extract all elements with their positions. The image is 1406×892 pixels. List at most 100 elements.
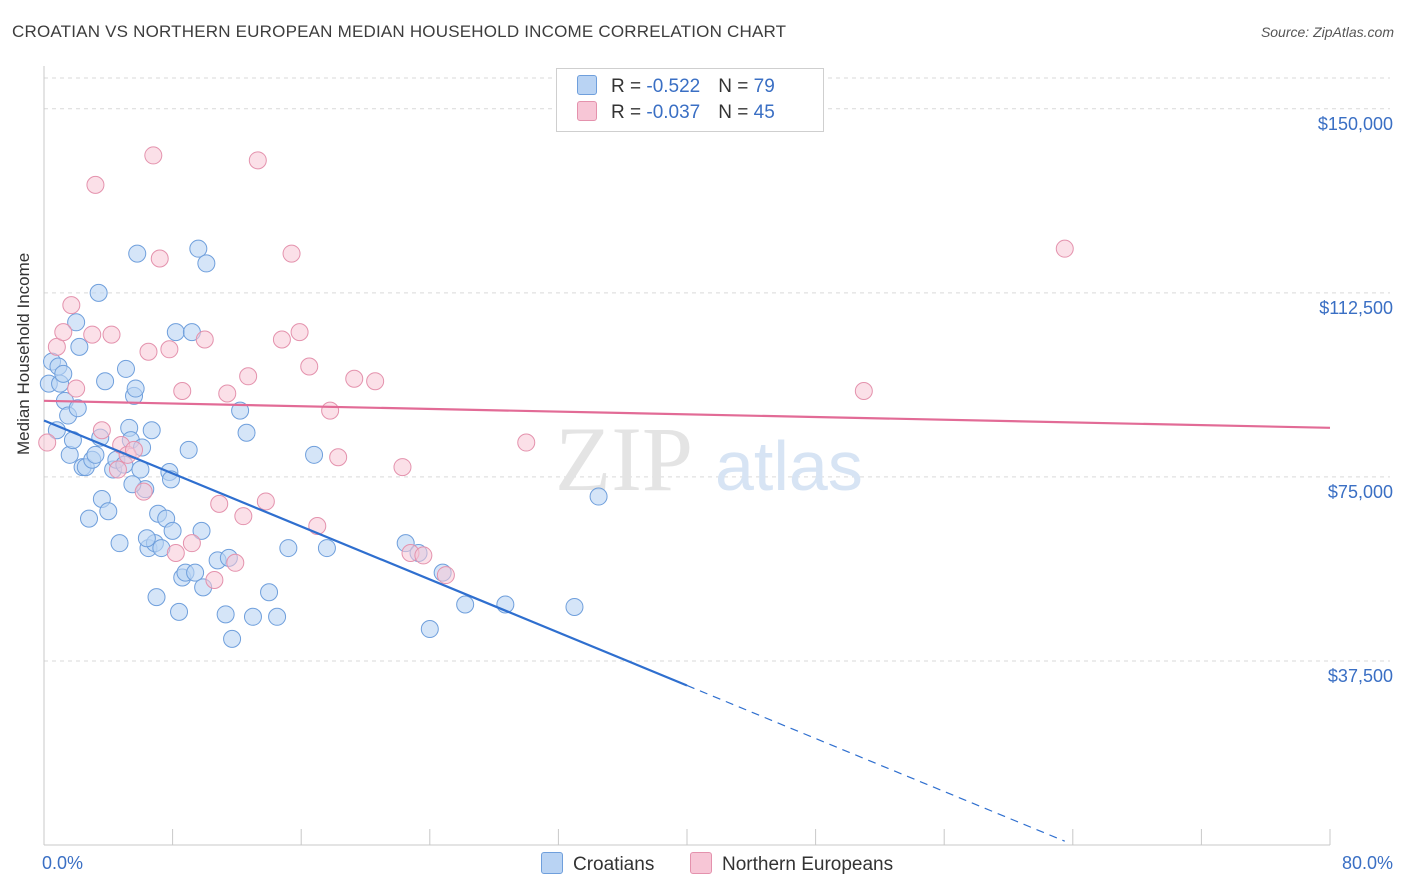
northern-europeans-point: [321, 401, 340, 420]
croatians-point: [147, 588, 166, 607]
watermark: ZIP atlas: [555, 408, 863, 510]
croatians-point: [186, 563, 205, 582]
croatians-point: [126, 379, 145, 398]
legend-r-value: -0.522: [646, 76, 701, 97]
y-axis-label: Median Household Income: [14, 252, 33, 455]
trend-lines: [43, 399, 1331, 842]
croatians-swatch: [541, 852, 563, 874]
northern-europeans-point: [62, 296, 81, 315]
northern-europeans-point: [366, 372, 385, 391]
y-tick-label: $37,500: [1328, 666, 1393, 686]
bottom-legend-northern[interactable]: Northern Europeans: [690, 852, 893, 876]
croatians-point: [89, 283, 108, 302]
croatians-point: [317, 539, 336, 558]
northern-europeans-point: [239, 367, 258, 386]
croatians-point: [86, 445, 105, 464]
northern-europeans-point: [517, 433, 536, 452]
croatians-point: [166, 323, 185, 342]
northern-europeans-point: [218, 384, 237, 403]
croatians-point: [110, 534, 129, 553]
croatians-point: [68, 399, 87, 418]
northern-europeans-trend-line: [43, 399, 1331, 429]
legend-n-value: 45: [753, 102, 775, 123]
legend-row-northern: R = -0.037 N = 45: [577, 101, 775, 127]
axes: [43, 66, 1331, 846]
northern-europeans-point: [414, 546, 433, 565]
croatians-point: [54, 364, 73, 383]
northern-europeans-point: [393, 458, 412, 477]
croatians-point: [96, 372, 115, 391]
legend-n-value: 79: [753, 76, 775, 97]
northern-europeans-point: [92, 421, 111, 440]
northern-europeans-point: [54, 323, 73, 342]
source-label: Source: ZipAtlas.com: [1260, 24, 1394, 40]
northern-europeans-point: [226, 553, 245, 572]
northern-europeans-point: [248, 151, 267, 170]
stats-legend: R = -0.522 N = 79 R = -0.037 N = 45: [556, 68, 824, 132]
croatians-point: [99, 502, 118, 521]
croatians-point: [80, 509, 99, 528]
northern-europeans-point: [173, 382, 192, 401]
croatians-label: Croatians: [573, 854, 655, 875]
croatians-point: [589, 487, 608, 506]
northern-europeans-point: [272, 330, 291, 349]
legend-n-label: N =: [718, 76, 754, 97]
northern-europeans-point: [436, 566, 455, 585]
watermark-atlas: atlas: [715, 427, 863, 505]
northern-europeans-point: [256, 492, 275, 511]
croatians-point: [163, 521, 182, 540]
northern-label: Northern Europeans: [722, 854, 894, 875]
croatians-point: [565, 597, 584, 616]
northern-europeans-point: [210, 494, 229, 513]
croatians-point: [268, 607, 287, 626]
croatians-trend-line: [43, 419, 688, 687]
legend-r-value: -0.037: [646, 102, 701, 123]
legend-r-label: R =: [611, 102, 647, 123]
croatians-point: [223, 629, 242, 648]
x-tick-label-min: 0.0%: [42, 853, 83, 873]
legend-n-label: N =: [718, 102, 754, 123]
northern-europeans-point: [144, 146, 163, 165]
croatians-point: [197, 254, 216, 273]
northern-europeans-point: [234, 507, 253, 526]
croatians-point: [137, 529, 156, 548]
y-tick-label: $112,500: [1319, 298, 1393, 318]
northern-europeans-point: [83, 325, 102, 344]
croatians-point: [116, 359, 135, 378]
tick-labels: $37,500 $75,000 $112,500 $150,000 0.0% 80.0%: [42, 114, 1393, 873]
northern-europeans-point: [38, 433, 57, 452]
croatians-point: [260, 583, 279, 602]
croatians-point: [420, 620, 439, 639]
legend-row-croatians: R = -0.522 N = 79: [577, 75, 775, 101]
croatians-trend-extension: [686, 684, 1065, 842]
northern-europeans-point: [329, 448, 348, 467]
y-tick-label: $150,000: [1318, 114, 1393, 134]
croatians-point: [231, 401, 250, 420]
legend-r-label: R =: [611, 76, 647, 97]
northern-europeans-point: [134, 482, 153, 501]
northern-europeans-point: [150, 249, 169, 268]
chart-title: CROATIAN VS NORTHERN EUROPEAN MEDIAN HOU…: [12, 22, 787, 41]
croatians-point: [128, 244, 147, 263]
croatians-point: [237, 423, 256, 442]
croatians-point: [192, 521, 211, 540]
croatians-point: [67, 313, 86, 332]
bottom-legend-croatians[interactable]: Croatians: [541, 852, 654, 876]
croatians-point: [216, 605, 235, 624]
northern-europeans-point: [195, 330, 214, 349]
northern-swatch: [577, 101, 597, 121]
croatians-point: [70, 337, 89, 356]
y-tick-label: $75,000: [1328, 482, 1393, 502]
northern-europeans-point: [166, 543, 185, 562]
croatians-point: [243, 607, 262, 626]
northern-europeans-point: [108, 460, 127, 479]
northern-europeans-point: [300, 357, 319, 376]
croatians-point: [189, 239, 208, 258]
northern-europeans-point: [86, 175, 105, 194]
northern-europeans-point: [160, 340, 179, 359]
croatians-point: [456, 595, 475, 614]
croatians-swatch: [577, 75, 597, 95]
northern-swatch: [690, 852, 712, 874]
northern-europeans-point: [282, 244, 301, 263]
